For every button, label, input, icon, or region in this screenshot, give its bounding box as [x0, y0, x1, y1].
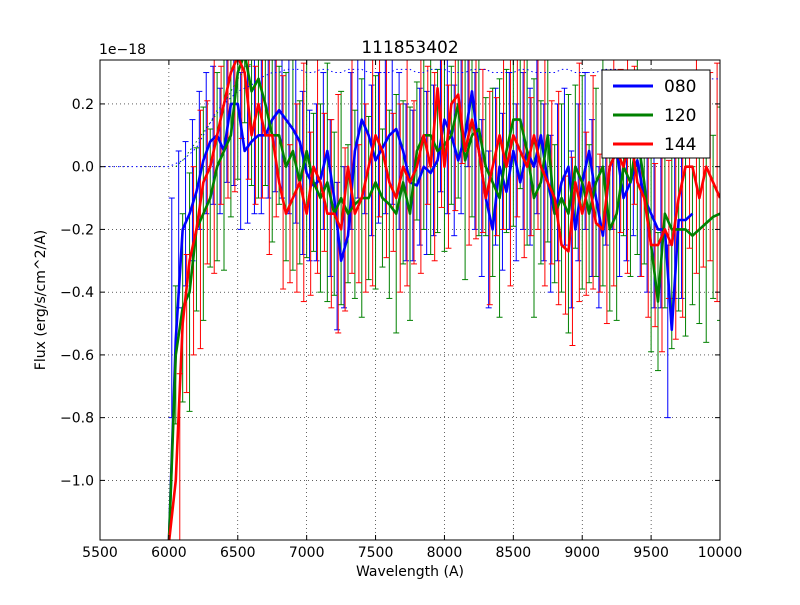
- y-tick-label: 0.0: [72, 160, 94, 176]
- axes-frame: [99, 59, 721, 541]
- y-tick-label: 0.2: [72, 97, 94, 113]
- plot-area: [100, 60, 720, 540]
- x-tick-label: 8000: [427, 545, 463, 561]
- x-tick-label: 9000: [564, 545, 600, 561]
- legend-label-120: 120: [664, 106, 696, 126]
- legend-label-144: 144: [664, 135, 696, 155]
- legend-label-080: 080: [664, 77, 696, 97]
- legend: 080 120 144: [601, 69, 711, 159]
- y-axis-label: Flux (erg/s/cm^2/A): [33, 230, 49, 370]
- x-tick-label: 7000: [289, 545, 325, 561]
- x-tick-label: 6000: [151, 545, 187, 561]
- series-line-120: [167, 60, 720, 540]
- dotted-lines: [100, 62, 720, 168]
- x-tick-label: 10000: [698, 545, 743, 561]
- y-tick-label: −0.6: [60, 348, 94, 364]
- x-tick-label: 9500: [633, 545, 669, 561]
- dotted-line: [175, 62, 252, 168]
- dotted-line: [100, 68, 720, 168]
- chart-title: 111853402: [361, 38, 458, 58]
- x-tick-label: 5500: [82, 545, 118, 561]
- y-tick-label: −0.8: [60, 411, 94, 427]
- x-tick-label: 8500: [496, 545, 532, 561]
- x-axis-label: Wavelength (A): [356, 564, 464, 580]
- y-tick-label: −1.0: [60, 473, 94, 489]
- y-offset-label: 1e−18: [99, 42, 146, 58]
- y-tick-label: −0.4: [60, 285, 94, 301]
- x-tick-label: 6500: [220, 545, 256, 561]
- axis-ticks: 5500 6000 6500 7000 7500 8000 8500 9000 9500 1000…: [60, 60, 742, 561]
- x-tick-label: 7500: [358, 545, 394, 561]
- y-tick-label: −0.2: [60, 222, 94, 238]
